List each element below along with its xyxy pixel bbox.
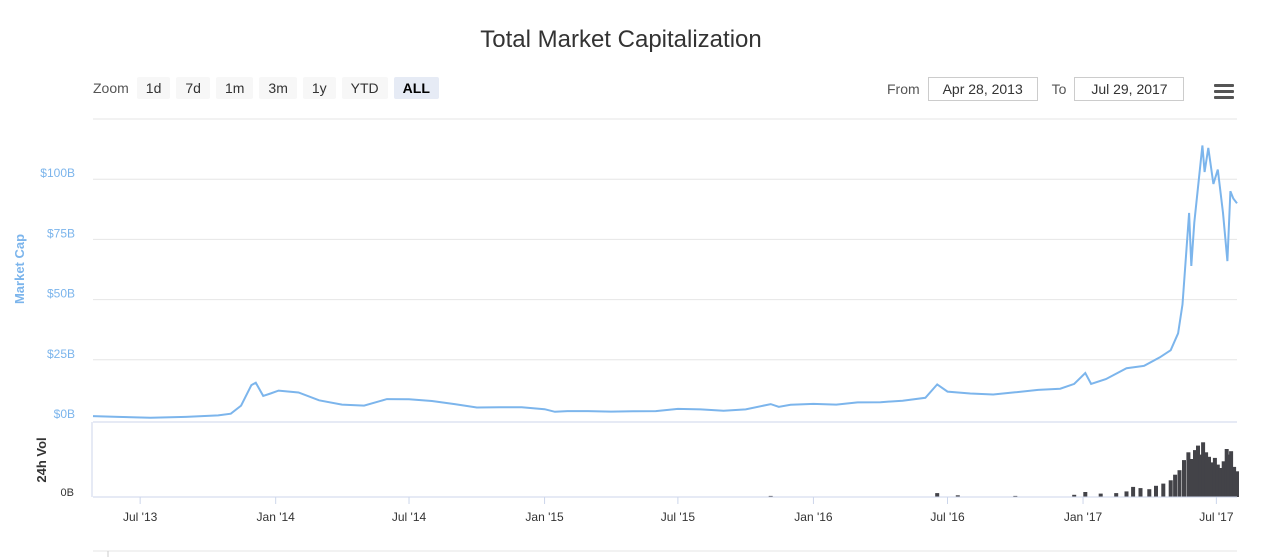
volume-bar xyxy=(1013,495,1018,497)
volume-bar xyxy=(1196,445,1200,497)
y-tick-label: $0B xyxy=(54,407,75,421)
market-cap-line xyxy=(92,145,1238,419)
zoom-1m-button[interactable]: 1m xyxy=(215,77,254,99)
x-tick-label: Jul '14 xyxy=(392,510,427,524)
from-date-input[interactable]: Apr 28, 2013 xyxy=(927,77,1038,101)
x-tick-label: Jan '16 xyxy=(794,510,833,524)
volume-bar xyxy=(1189,459,1194,497)
zoom-label: Zoom xyxy=(93,80,129,96)
to-label: To xyxy=(1051,81,1067,97)
volume-bar xyxy=(1114,493,1119,497)
x-tick-label: Jan '17 xyxy=(1064,510,1103,524)
volume-bar xyxy=(1147,489,1152,497)
x-tick-label: Jul '17 xyxy=(1199,510,1234,524)
volume-bar xyxy=(1173,474,1178,497)
zoom-all-button[interactable]: ALL xyxy=(393,77,439,99)
y-tick-label: $50B xyxy=(47,287,75,301)
volume-axis-label: 24h Vol xyxy=(34,437,49,482)
volume-bar xyxy=(1221,461,1226,497)
volume-bar xyxy=(1207,456,1211,497)
zoom-ytd-button[interactable]: YTD xyxy=(341,77,388,99)
y-axis-label: Market Cap xyxy=(12,234,27,304)
volume-bar xyxy=(1161,483,1166,497)
volume-bar xyxy=(1083,492,1088,497)
x-axis-ticks: Jul '13 Jan '14 Jul '14 Jan '15 Jul '15 Jan '… xyxy=(123,497,1234,524)
y-axis-ticks: $0B $25B $50B $75B $100B xyxy=(40,166,75,421)
y-tick-label: $75B xyxy=(47,226,75,240)
x-tick-label: Jan '15 xyxy=(525,510,564,524)
volume-bar xyxy=(955,495,960,497)
volume-bar xyxy=(1215,464,1220,497)
volume-bar xyxy=(1098,493,1103,497)
volume-bar xyxy=(1154,485,1158,497)
volume-bar xyxy=(1232,466,1237,498)
chart-menu-icon[interactable] xyxy=(1214,84,1234,100)
volume-bar xyxy=(1124,491,1129,497)
grid-lines xyxy=(93,118,1237,361)
x-tick-label: Jul '16 xyxy=(930,510,965,524)
from-label: From xyxy=(887,81,920,97)
zoom-1d-button[interactable]: 1d xyxy=(136,77,171,99)
y-tick-label: $25B xyxy=(47,347,75,361)
volume-bar xyxy=(1210,462,1214,497)
volume-bars xyxy=(93,442,1239,498)
x-tick-label: Jul '15 xyxy=(661,510,696,524)
volume-bar xyxy=(768,495,773,497)
volume-bar xyxy=(1235,471,1239,497)
volume-bar xyxy=(1182,460,1186,497)
zoom-7d-button[interactable]: 7d xyxy=(176,77,210,99)
volume-bar xyxy=(1218,468,1223,497)
volume-bar xyxy=(1138,488,1143,497)
zoom-3m-button[interactable]: 3m xyxy=(259,77,297,99)
zoom-bar: Zoom 1d 7d 1m 3m 1y YTD ALL xyxy=(93,77,445,99)
volume-bar xyxy=(1198,454,1203,497)
volume-y-tick: 0B xyxy=(61,487,74,499)
volume-bar xyxy=(1229,451,1234,497)
volume-bar xyxy=(1072,494,1077,497)
volume-bar xyxy=(1201,442,1206,497)
date-range: From Apr 28, 2013 To Jul 29, 2017 xyxy=(887,77,1185,101)
volume-bar xyxy=(1204,452,1209,497)
volume-bar xyxy=(1212,457,1217,497)
zoom-1y-button[interactable]: 1y xyxy=(302,77,336,99)
volume-bar xyxy=(1168,480,1173,498)
volume-bar xyxy=(1186,452,1191,497)
volume-bar xyxy=(1224,449,1229,497)
x-tick-label: Jul '13 xyxy=(123,510,158,524)
volume-bar xyxy=(1177,470,1182,497)
x-tick-label: Jan '14 xyxy=(257,510,296,524)
to-date-input[interactable]: Jul 29, 2017 xyxy=(1074,77,1185,101)
volume-bar xyxy=(1131,486,1136,497)
volume-bar xyxy=(1226,454,1231,497)
volume-bar xyxy=(935,493,940,497)
volume-bar xyxy=(1193,450,1197,497)
y-tick-label: $100B xyxy=(40,166,75,180)
chart-title: Total Market Capitalization xyxy=(480,26,762,53)
